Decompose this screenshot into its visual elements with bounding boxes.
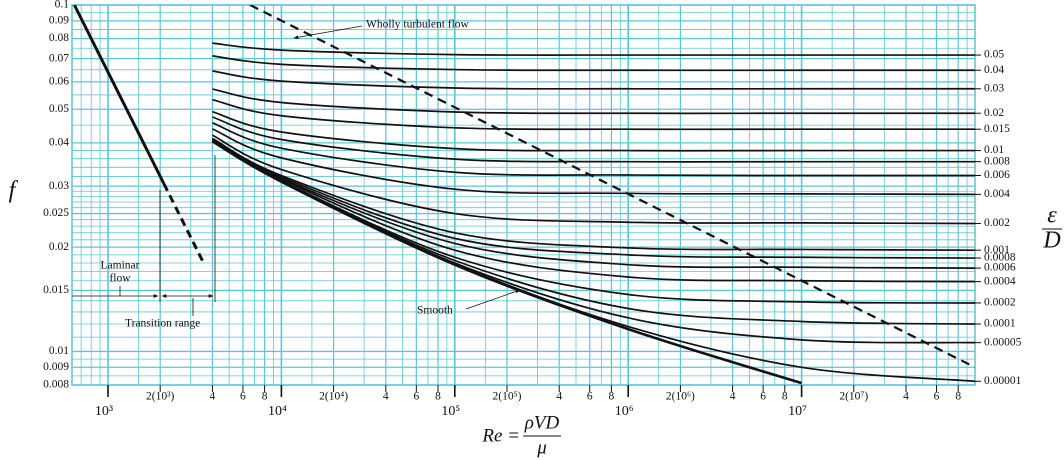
x-tick-label: 8 [435, 391, 441, 403]
labels: 0.008 0.009 0.01 0.015 0.02 0.025 0.03 0.04 0.05… [43, 0, 1022, 419]
laminar-line [162, 182, 206, 266]
y-tick-label: 0.009 [43, 361, 69, 373]
annotation: Laminar [101, 260, 140, 272]
y-tick-label: 0.015 [43, 284, 69, 296]
y-axis-label: f [9, 178, 19, 204]
series-label: 0.04 [984, 64, 1004, 76]
x-tick-label: 8 [955, 391, 961, 403]
y-tick-label: 0.04 [49, 136, 69, 148]
y-tick-label: 0.07 [49, 52, 69, 64]
series-label: 0.015 [984, 123, 1010, 135]
x-tick-label: 6 [240, 391, 246, 403]
x-tick-label: 8 [262, 391, 268, 403]
friction-curve [212, 116, 975, 163]
series-label: 0.02 [984, 107, 1004, 119]
series-label: 0.001 [984, 244, 1010, 256]
x-tick-label: 10⁶ [615, 404, 634, 419]
series-label: 0.0006 [984, 262, 1016, 274]
turbulent-boundary [249, 5, 975, 369]
right-axis-label: ε [1047, 203, 1057, 229]
x-tick-label: 2(10³) [146, 391, 175, 403]
friction-curve [211, 138, 975, 269]
series-label: 0.0002 [984, 297, 1016, 309]
smooth-curve [211, 140, 802, 385]
x-tick-label: 10⁷ [788, 404, 807, 419]
series-label: 0.0001 [984, 318, 1016, 330]
x-tick-label: 6 [413, 391, 419, 403]
friction-curve [212, 55, 975, 72]
series-label: 0.00005 [984, 336, 1022, 348]
y-tick-label: 0.03 [49, 180, 69, 192]
right-axis-label: D [1042, 228, 1060, 254]
friction-curve [212, 122, 975, 177]
friction-curve [212, 42, 975, 56]
x-tick-label: 10³ [95, 404, 113, 419]
friction-curve [212, 98, 975, 131]
friction-curve [211, 137, 975, 252]
x-tick-label: 10⁴ [268, 404, 287, 419]
y-tick-label: 0.05 [49, 103, 69, 115]
x-tick-label: 4 [210, 391, 216, 403]
x-tick-label: 4 [903, 391, 909, 403]
leader-line [293, 25, 363, 40]
x-tick-label: 6 [934, 391, 940, 403]
x-tick-label: 4 [556, 391, 562, 403]
series-label: 0.008 [984, 155, 1010, 167]
series-label: 0.002 [984, 217, 1010, 229]
y-tick-label: 0.025 [43, 207, 69, 219]
y-tick-label: 0.1 [55, 0, 70, 11]
series-label: 0.006 [984, 169, 1010, 181]
laminar-line [73, 5, 166, 185]
friction-curve [212, 110, 975, 152]
x-tick-label: 2(10⁵) [493, 391, 522, 403]
y-tick-label: 0.08 [49, 32, 69, 44]
annotation: Transition range [125, 318, 200, 330]
x-tick-label: 2(10⁷) [839, 391, 868, 403]
x-tick-label: 2(10⁴) [319, 391, 348, 403]
curves [73, 5, 975, 385]
x-axis-label: μ [536, 437, 547, 458]
series-label: 0.03 [984, 82, 1004, 94]
friction-curve [212, 70, 975, 90]
series-label: 0.0004 [984, 275, 1016, 287]
series-label: 0.01 [984, 144, 1004, 156]
y-tick-label: 0.06 [49, 75, 69, 87]
y-tick-label: 0.02 [49, 241, 69, 253]
series-label: 0.00001 [984, 375, 1022, 387]
x-tick-label: 6 [587, 391, 593, 403]
x-tick-label: 4 [383, 391, 389, 403]
x-tick-label: 10⁵ [441, 404, 460, 419]
series-label: 0.0008 [984, 252, 1016, 264]
leader-line [465, 289, 521, 310]
friction-curve [211, 139, 975, 283]
x-tick-label: 4 [730, 391, 736, 403]
friction-curve [212, 88, 975, 115]
y-tick-label: 0.09 [49, 14, 69, 26]
annotation: flow [109, 273, 131, 285]
friction-curve [212, 134, 975, 225]
x-axis-label: ρVD [524, 412, 560, 433]
x-tick-label: 2(10⁶) [666, 391, 695, 403]
series-label: 0.004 [984, 188, 1010, 200]
friction-curve [211, 138, 975, 259]
friction-curve [212, 128, 975, 196]
x-tick-label: 8 [609, 391, 615, 403]
series-label: 0.05 [984, 49, 1004, 61]
x-axis-label: Re = [481, 425, 520, 446]
y-tick-label: 0.01 [49, 345, 69, 357]
annotation: Wholly turbulent flow [366, 19, 470, 31]
x-tick-label: 6 [760, 391, 766, 403]
plot-frame [71, 4, 976, 386]
y-tick-label: 0.008 [43, 379, 69, 391]
x-tick-label: 8 [782, 391, 788, 403]
smooth-label: Smooth [417, 305, 453, 317]
